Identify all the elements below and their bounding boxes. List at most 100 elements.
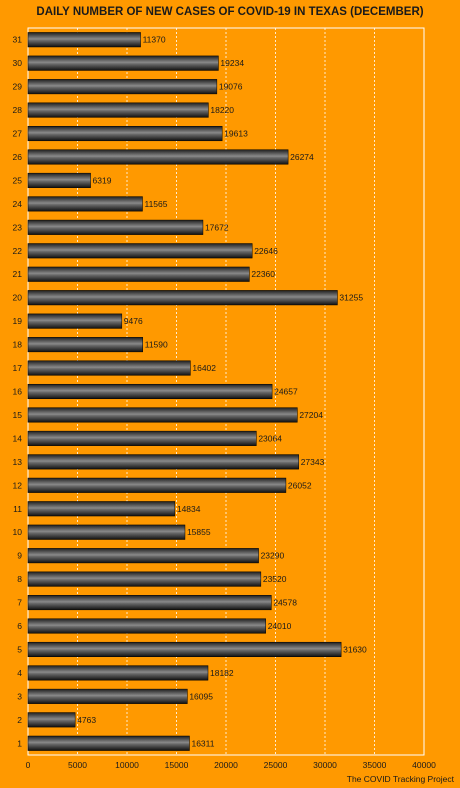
- x-tick-label: 40000: [412, 760, 436, 770]
- bar-value-label: 11370: [143, 35, 166, 45]
- bar: [27, 548, 259, 564]
- y-category-label: 25: [13, 175, 23, 185]
- bar: [27, 313, 123, 329]
- bar-value-label: 16311: [191, 738, 214, 748]
- bar-value-label: 27343: [301, 457, 325, 467]
- bar: [27, 266, 250, 282]
- y-category-label: 28: [13, 105, 23, 115]
- bar: [27, 102, 209, 118]
- bar: [27, 243, 253, 259]
- y-category-label: 11: [13, 504, 22, 514]
- y-category-label: 20: [13, 293, 23, 303]
- bar: [27, 595, 272, 611]
- y-category-label: 26: [13, 152, 23, 162]
- x-tick-label: 20000: [214, 760, 238, 770]
- bar-value-label: 26274: [290, 152, 314, 162]
- bar-value-label: 24010: [268, 621, 292, 631]
- bar-value-label: 11565: [144, 199, 167, 209]
- x-tick-label: 5000: [68, 760, 87, 770]
- y-category-label: 18: [13, 340, 23, 350]
- bar: [27, 430, 257, 446]
- x-tick-label: 30000: [313, 760, 337, 770]
- bar-value-label: 16095: [189, 691, 213, 701]
- bar: [27, 360, 191, 376]
- y-category-label: 5: [17, 644, 22, 654]
- bar: [27, 641, 342, 657]
- bar-value-label: 11590: [145, 340, 168, 350]
- y-category-label: 8: [17, 574, 22, 584]
- bar-value-label: 9476: [124, 316, 143, 326]
- bar: [27, 477, 287, 493]
- y-category-label: 9: [17, 551, 22, 561]
- y-category-label: 24: [13, 199, 23, 209]
- chart-title: DAILY NUMBER OF NEW CASES OF COVID-19 IN…: [36, 6, 424, 18]
- bar-value-label: 22360: [251, 269, 275, 279]
- x-tick-label: 35000: [363, 760, 387, 770]
- y-category-label: 29: [13, 82, 23, 92]
- bar: [27, 618, 266, 634]
- bar: [27, 688, 188, 704]
- bar-value-label: 15855: [187, 527, 211, 537]
- y-category-label: 3: [17, 691, 22, 701]
- bar-value-label: 22646: [254, 246, 278, 256]
- bar-value-label: 23520: [263, 574, 287, 584]
- x-tick-label: 25000: [264, 760, 288, 770]
- bar-value-label: 24657: [274, 387, 298, 397]
- y-category-label: 6: [17, 621, 22, 631]
- y-category-label: 21: [13, 269, 23, 279]
- bar: [27, 454, 299, 470]
- bar-value-label: 14834: [177, 504, 201, 514]
- bar-value-label: 31255: [339, 293, 363, 303]
- bar-value-label: 19234: [220, 58, 244, 68]
- bar-value-label: 24578: [273, 598, 297, 608]
- bar-value-label: 31630: [343, 644, 367, 654]
- plot-area: 0 5000 10000 15000 20000 25000 30000 35000 40000…: [13, 27, 436, 770]
- y-category-label: 10: [13, 527, 23, 537]
- bar: [27, 383, 273, 400]
- y-category-label: 22: [13, 246, 23, 256]
- y-category-label: 13: [13, 457, 23, 467]
- bar: [27, 290, 338, 306]
- bar-value-label: 18182: [210, 668, 234, 678]
- y-category-label: 2: [17, 715, 22, 725]
- y-category-label: 19: [13, 316, 23, 326]
- y-category-label: 4: [17, 668, 22, 678]
- y-category-label: 15: [13, 410, 23, 420]
- y-category-label: 30: [13, 58, 23, 68]
- bar-value-label: 19076: [219, 82, 243, 92]
- x-tick-label: 0: [26, 760, 31, 770]
- y-category-label: 16: [13, 387, 23, 397]
- bar: [27, 735, 190, 751]
- y-category-label: 7: [17, 598, 22, 608]
- y-category-label: 1: [17, 738, 22, 748]
- bar-value-label: 6319: [93, 175, 112, 185]
- bar: [27, 196, 143, 212]
- bar: [27, 126, 223, 142]
- bar-value-label: 23290: [261, 551, 285, 561]
- bar-value-label: 18220: [210, 105, 234, 115]
- y-category-label: 17: [13, 363, 23, 373]
- y-category-label: 31: [13, 35, 23, 45]
- bar: [27, 524, 186, 540]
- y-category-label: 23: [13, 222, 23, 232]
- bar: [27, 55, 219, 71]
- bar: [27, 712, 76, 728]
- bar: [27, 219, 204, 235]
- x-tick-label: 15000: [165, 760, 189, 770]
- bar: [27, 32, 141, 48]
- bar: [27, 337, 143, 353]
- bar: [27, 665, 209, 681]
- bar-value-label: 27204: [299, 410, 323, 420]
- bar: [27, 407, 298, 423]
- bar: [27, 571, 262, 587]
- bar-value-label: 23064: [258, 433, 282, 443]
- y-category-label: 27: [13, 129, 23, 139]
- bar: [27, 501, 176, 517]
- bar-value-label: 4763: [77, 715, 96, 725]
- bar-value-label: 19613: [224, 129, 248, 139]
- bar-value-label: 17672: [205, 222, 229, 232]
- x-tick-label: 10000: [115, 760, 139, 770]
- bar-value-label: 16402: [192, 363, 216, 373]
- bar-value-label: 26052: [288, 480, 312, 490]
